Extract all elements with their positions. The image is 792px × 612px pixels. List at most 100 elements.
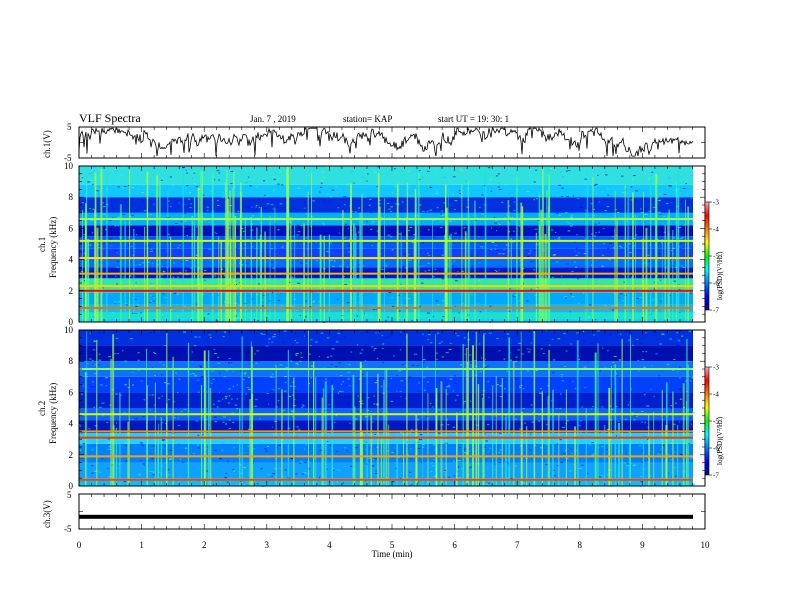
noise-speck — [399, 432, 403, 434]
noise-speck — [221, 398, 224, 400]
sferic-streak — [133, 228, 135, 322]
noise-speck — [299, 462, 301, 464]
noise-speck — [104, 474, 106, 476]
noise-speck — [596, 352, 599, 354]
sferic-streak — [129, 170, 131, 322]
noise-speck — [590, 203, 593, 205]
noise-speck — [319, 186, 323, 188]
ch3-panel: 5 -5 ch.3(V) 0 1 2 3 4 5 6 7 8 9 10 Time (min) — [42, 490, 710, 559]
emission-band — [79, 257, 693, 260]
emission-band — [79, 285, 693, 288]
sferic-streak — [239, 182, 242, 322]
noise-speck — [374, 347, 377, 349]
noise-speck — [93, 443, 96, 445]
noise-speck — [517, 178, 519, 180]
x-tick-label: 0 — [77, 540, 82, 550]
noise-speck — [608, 259, 611, 261]
noise-speck — [545, 241, 548, 243]
noise-speck — [478, 262, 481, 264]
noise-speck — [315, 341, 318, 343]
noise-speck — [650, 175, 652, 177]
noise-speck — [433, 476, 436, 478]
noise-speck — [623, 462, 626, 464]
noise-speck — [261, 439, 264, 441]
noise-speck — [496, 249, 500, 251]
noise-speck — [450, 338, 453, 340]
noise-speck — [439, 221, 442, 223]
noise-speck — [456, 394, 459, 396]
noise-speck — [149, 283, 153, 285]
noise-speck — [114, 225, 117, 227]
noise-speck — [225, 472, 227, 474]
x-tick-label: 3 — [265, 540, 270, 550]
noise-speck — [98, 353, 101, 355]
noise-speck — [90, 386, 94, 388]
noise-speck — [183, 226, 185, 228]
noise-speck — [337, 392, 340, 394]
noise-speck — [132, 384, 134, 386]
noise-speck — [481, 394, 484, 396]
noise-speck — [267, 256, 270, 258]
noise-speck — [98, 277, 102, 279]
noise-speck — [148, 394, 152, 396]
noise-speck — [228, 227, 231, 229]
noise-speck — [271, 291, 274, 293]
noise-speck — [256, 443, 259, 445]
noise-speck — [107, 477, 110, 479]
noise-speck — [79, 425, 82, 427]
sferic-streak — [610, 365, 612, 486]
noise-speck — [519, 428, 522, 430]
noise-speck — [367, 226, 369, 228]
noise-speck — [370, 399, 372, 401]
noise-speck — [152, 276, 154, 278]
noise-speck — [207, 248, 211, 250]
noise-speck — [169, 176, 173, 178]
noise-speck — [570, 484, 573, 486]
sferic-streak — [396, 434, 399, 486]
noise-speck — [294, 398, 296, 400]
noise-speck — [573, 241, 576, 243]
noise-speck — [109, 238, 113, 240]
emission-band — [79, 478, 693, 481]
noise-speck — [390, 400, 394, 402]
noise-speck — [248, 297, 250, 299]
noise-speck — [417, 419, 420, 421]
noise-speck — [513, 209, 516, 211]
noise-speck — [228, 388, 231, 390]
noise-speck — [419, 251, 422, 253]
noise-speck — [110, 245, 113, 247]
noise-speck — [666, 481, 670, 483]
sferic-streak — [520, 411, 523, 486]
sferic-streak — [628, 431, 631, 486]
noise-speck — [193, 374, 196, 376]
noise-speck — [150, 248, 153, 250]
noise-speck — [471, 320, 474, 322]
noise-speck — [629, 252, 632, 254]
noise-speck — [661, 444, 665, 446]
noise-speck — [620, 410, 622, 412]
noise-speck — [647, 254, 650, 256]
noise-speck — [168, 399, 171, 401]
noise-speck — [498, 462, 501, 464]
noise-speck — [151, 458, 154, 460]
noise-speck — [363, 196, 367, 198]
noise-speck — [421, 443, 425, 445]
noise-speck — [288, 366, 290, 368]
noise-speck — [665, 166, 668, 168]
noise-speck — [142, 463, 146, 465]
noise-speck — [264, 448, 267, 450]
noise-speck — [173, 262, 175, 264]
noise-speck — [590, 191, 592, 193]
noise-speck — [385, 265, 388, 267]
sferic-streak — [510, 238, 512, 322]
noise-speck — [545, 457, 547, 459]
noise-speck — [593, 483, 595, 485]
noise-speck — [351, 174, 355, 176]
noise-speck — [257, 360, 261, 362]
noise-speck — [292, 235, 295, 237]
noise-speck — [330, 195, 333, 197]
noise-speck — [154, 375, 157, 377]
noise-speck — [691, 247, 693, 249]
noise-speck — [320, 449, 323, 451]
